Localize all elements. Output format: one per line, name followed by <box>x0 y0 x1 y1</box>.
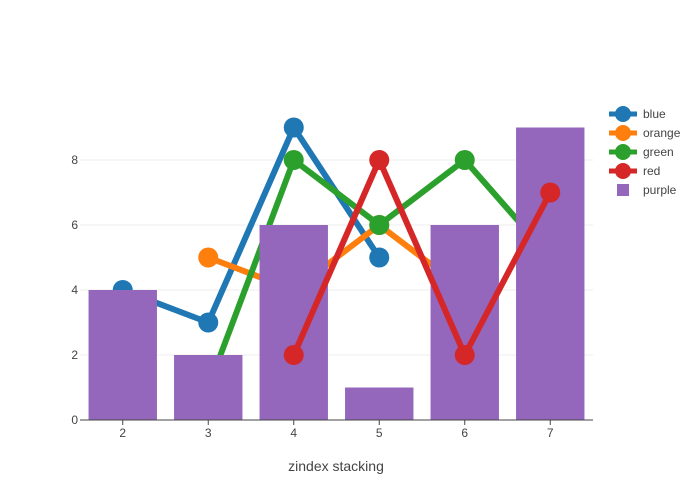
legend-swatch-marker-green <box>615 144 631 160</box>
legend-label-orange: orange <box>643 126 681 140</box>
point-red-4[interactable] <box>283 345 304 365</box>
bar-purple-7[interactable] <box>516 127 585 421</box>
axes: 2 3 4 5 6 7 0 2 4 6 8 <box>71 153 593 440</box>
legend-swatch-marker-red <box>615 163 631 179</box>
line-red[interactable] <box>291 157 553 358</box>
x-tick-label: 4 <box>290 426 297 440</box>
legend-label-red: red <box>643 164 660 178</box>
y-tick-label: 4 <box>71 283 78 297</box>
grid-lines <box>80 159 593 356</box>
x-tick-label: 3 <box>205 426 212 440</box>
y-tick-label: 2 <box>71 348 78 362</box>
x-tick-label: 2 <box>119 426 126 440</box>
legend-swatch-marker-blue <box>615 106 631 122</box>
legend-item-blue[interactable]: blue <box>609 106 666 122</box>
point-orange-3[interactable] <box>198 247 219 268</box>
legend-label-purple: purple <box>643 183 677 197</box>
point-blue-3[interactable] <box>198 312 219 333</box>
point-red-5[interactable] <box>369 150 390 170</box>
bar-purple-5[interactable] <box>345 387 414 421</box>
legend-swatch-marker-orange <box>615 125 631 141</box>
legend-item-green[interactable]: green <box>609 144 674 160</box>
legend-label-blue: blue <box>643 107 666 121</box>
y-tick-label: 8 <box>71 153 78 167</box>
bar-purple-4[interactable] <box>259 225 328 420</box>
bar-purple-6[interactable] <box>430 225 499 420</box>
legend-label-green: green <box>643 145 674 159</box>
legend[interactable]: blue orange green red purple <box>609 106 681 197</box>
point-green-4[interactable] <box>283 150 304 170</box>
legend-item-red[interactable]: red <box>609 163 660 179</box>
y-tick-label: 0 <box>71 413 78 427</box>
legend-item-orange[interactable]: orange <box>609 125 681 141</box>
point-blue-4[interactable] <box>283 117 304 138</box>
plot-area <box>88 117 585 421</box>
point-red-6[interactable] <box>454 345 475 365</box>
point-blue-5[interactable] <box>369 247 390 268</box>
legend-item-purple[interactable]: purple <box>617 183 677 197</box>
point-green-6[interactable] <box>454 150 475 170</box>
legend-swatch-purple <box>617 184 629 196</box>
y-tick-label: 6 <box>71 218 78 232</box>
x-axis-title: zindex stacking <box>288 458 384 474</box>
x-tick-label: 7 <box>547 426 554 440</box>
point-green-5[interactable] <box>369 215 390 235</box>
x-tick-label: 5 <box>376 426 383 440</box>
x-tick-label: 6 <box>461 426 468 440</box>
point-red-7[interactable] <box>540 182 561 203</box>
bar-purple-2[interactable] <box>88 290 157 420</box>
bar-purple-3[interactable] <box>174 355 243 420</box>
